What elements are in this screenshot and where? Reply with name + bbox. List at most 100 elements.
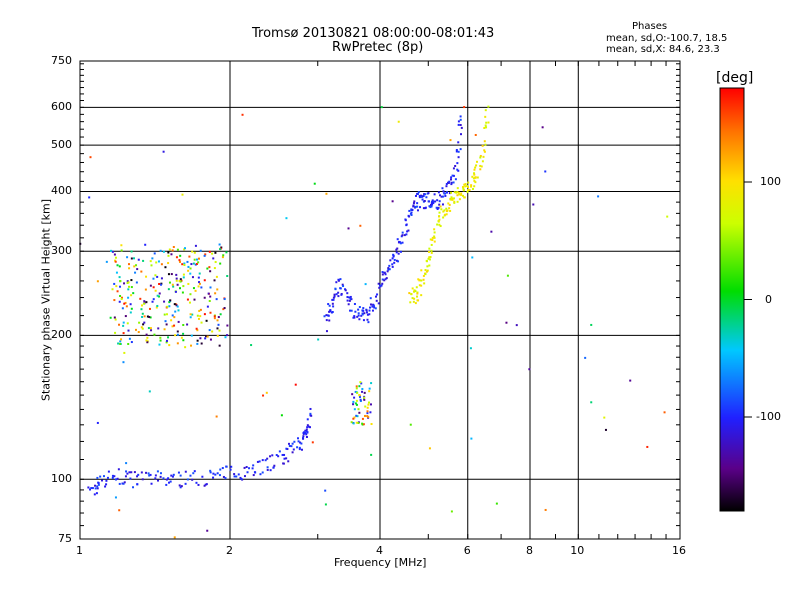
echo-point: [197, 317, 200, 320]
echo-point: [176, 305, 179, 308]
echo-point: [105, 483, 108, 486]
echo-point: [332, 298, 335, 301]
echo-point: [460, 133, 463, 136]
echo-point: [431, 203, 434, 206]
echo-point: [376, 293, 379, 296]
echo-point: [483, 149, 486, 152]
echo-point: [132, 486, 135, 489]
echo-point: [293, 440, 296, 443]
echo-point: [134, 271, 137, 274]
echo-point: [286, 448, 289, 451]
echo-point: [216, 319, 219, 322]
echo-point: [154, 474, 157, 477]
echo-point: [165, 313, 168, 316]
echo-point: [433, 193, 436, 196]
echo-point: [114, 496, 117, 499]
echo-point: [359, 224, 362, 227]
echo-point: [117, 468, 120, 471]
echo-point: [189, 293, 192, 296]
echo-point: [133, 265, 136, 268]
echo-point: [101, 479, 104, 482]
echo-point: [361, 417, 364, 420]
echo-point: [330, 311, 333, 314]
echo-point: [357, 421, 360, 424]
echo-point: [365, 311, 368, 314]
echo-point: [445, 213, 448, 216]
echo-point: [484, 115, 487, 118]
echo-point: [168, 301, 171, 304]
echo-point: [420, 279, 423, 282]
echo-point: [436, 208, 439, 211]
echo-point: [342, 285, 345, 288]
echo-point: [431, 199, 434, 202]
echo-point: [452, 181, 455, 184]
echo-point: [468, 189, 471, 192]
echo-point: [153, 333, 156, 336]
echo-point: [188, 301, 191, 304]
echo-point: [160, 283, 163, 286]
echo-point: [341, 283, 344, 286]
echo-point: [174, 290, 177, 293]
echo-point: [288, 444, 291, 447]
echo-point: [391, 257, 394, 260]
echo-point: [410, 208, 413, 211]
echo-point: [358, 394, 361, 397]
echo-point: [266, 468, 269, 471]
echo-point: [182, 332, 185, 335]
echo-point: [339, 287, 342, 290]
echo-point: [292, 448, 295, 451]
echo-point: [353, 416, 356, 419]
echo-point: [484, 124, 487, 127]
echo-point: [296, 446, 299, 449]
echo-point: [433, 236, 436, 239]
echo-point: [457, 150, 460, 153]
echo-point: [485, 121, 488, 124]
echo-point: [106, 476, 109, 479]
echo-point: [148, 307, 151, 310]
echo-point: [445, 207, 448, 210]
echo-point: [346, 296, 349, 299]
echo-point: [102, 475, 105, 478]
echo-point: [261, 459, 264, 462]
echo-point: [391, 265, 394, 268]
echo-point: [305, 436, 308, 439]
echo-point: [386, 270, 389, 273]
echo-point: [466, 184, 469, 187]
echo-point: [431, 239, 434, 242]
echo-point: [335, 281, 338, 284]
echo-point: [452, 167, 455, 170]
echo-point: [143, 302, 146, 305]
echo-point: [218, 243, 221, 246]
echo-point: [113, 253, 116, 256]
echo-point: [450, 183, 453, 186]
echo-point: [428, 258, 431, 261]
echo-point: [241, 113, 244, 116]
echo-point: [143, 315, 146, 318]
echo-point: [120, 338, 123, 341]
echo-point: [459, 115, 462, 118]
echo-point: [457, 123, 460, 126]
echo-point: [384, 278, 387, 281]
echo-point: [471, 187, 474, 190]
echo-point: [302, 435, 305, 438]
echo-point: [355, 385, 358, 388]
echo-point: [306, 418, 309, 421]
echo-point: [130, 294, 133, 297]
echo-point: [421, 198, 424, 201]
echo-point: [184, 470, 187, 473]
x-tick-label: 6: [463, 544, 471, 557]
echo-point: [118, 323, 121, 326]
echo-point: [203, 313, 206, 316]
echo-point: [429, 238, 432, 241]
echo-point: [344, 289, 347, 292]
echo-point: [409, 301, 412, 304]
echo-point: [309, 412, 312, 415]
echo-point: [157, 479, 160, 482]
echo-point: [155, 306, 158, 309]
echo-point: [159, 475, 162, 478]
echo-point: [140, 308, 143, 311]
echo-point: [94, 487, 97, 490]
echo-point: [366, 318, 369, 321]
echo-point: [393, 261, 396, 264]
echo-point: [340, 293, 343, 296]
